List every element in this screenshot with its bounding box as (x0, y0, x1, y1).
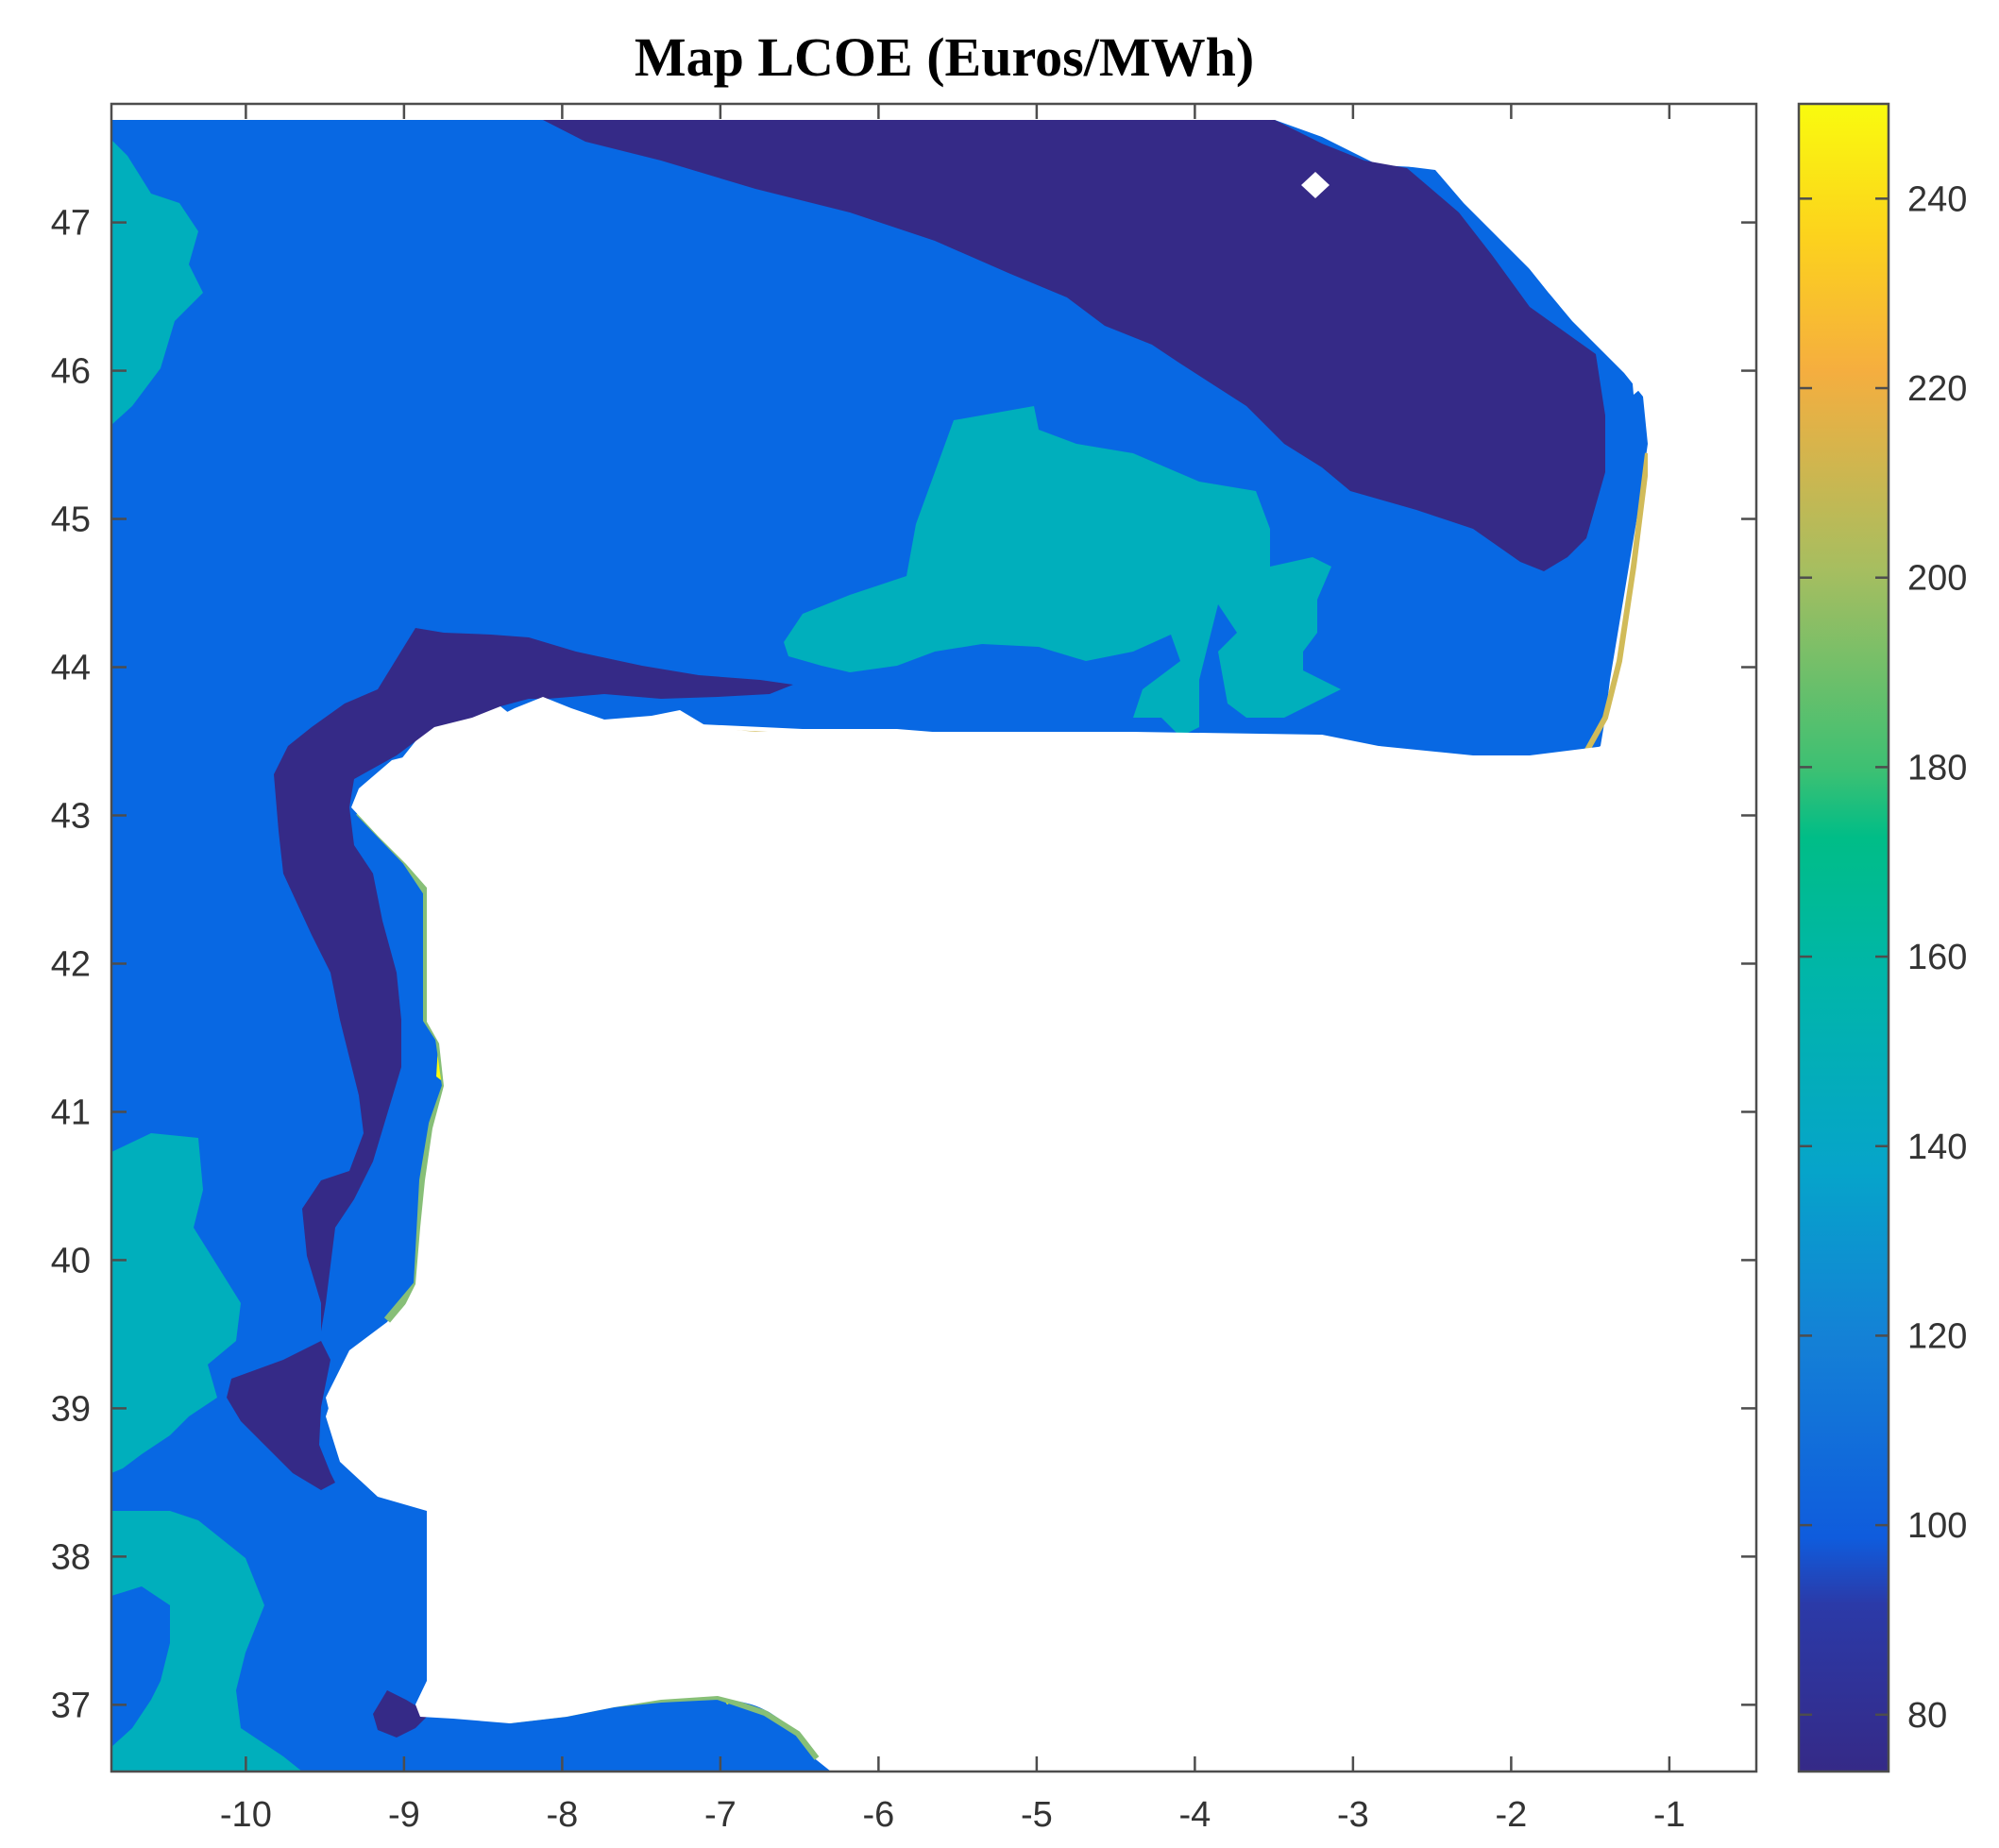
y-tick-label-4: 41 (51, 1093, 91, 1132)
colorbar-fill (1799, 104, 1889, 1772)
colorbar: 80 100 120 140 160 180 200 220 240 (1797, 102, 1967, 1773)
colorbar-ticks: 80 100 120 140 160 180 200 220 240 (1799, 179, 1967, 1736)
colorbar-tick-label-7: 220 (1907, 369, 1967, 409)
x-tick-label-3: -7 (704, 1795, 737, 1835)
colorbar-tick-label-4: 160 (1907, 938, 1967, 977)
x-tick-label-9: -1 (1653, 1795, 1686, 1835)
region-mid-cost-northwest (111, 140, 203, 425)
y-tick-label-8: 45 (51, 500, 91, 540)
x-tick-label-5: -5 (1021, 1795, 1053, 1835)
x-tick-label-0: -10 (220, 1795, 272, 1835)
region-mid-cost-central (784, 406, 1341, 737)
island-marker-2 (1632, 373, 1645, 395)
x-tick-label-8: -2 (1495, 1795, 1527, 1835)
colorbar-tick-label-3: 140 (1907, 1127, 1967, 1167)
x-tick-label-6: -4 (1178, 1795, 1211, 1835)
x-tick-label-2: -8 (546, 1795, 578, 1835)
region-mid-cost-south (111, 1511, 302, 1772)
region-lowest-cost-west (274, 628, 793, 1331)
y-tick-label-6: 43 (51, 796, 91, 836)
y-tick-label-3: 40 (51, 1241, 91, 1280)
plot-frame (110, 102, 1758, 1773)
y-tick-label-7: 44 (51, 649, 91, 688)
y-tick-label-9: 46 (51, 352, 91, 392)
chart-title: Map LCOE (Euros/MWh) (635, 26, 1254, 88)
x-axis-ticks: -10 -9 -8 -7 -6 -5 -4 -3 -2 -1 (220, 104, 1686, 1835)
colorbar-tick-label-1: 100 (1907, 1506, 1967, 1546)
region-lowest-cost-south (373, 1690, 430, 1738)
colorbar-frame (1797, 102, 1890, 1773)
colorbar-tick-label-2: 120 (1907, 1316, 1967, 1356)
x-tick-label-4: -6 (862, 1795, 894, 1835)
land-iberia (326, 567, 1756, 1772)
colorbar-tick-label-6: 200 (1907, 559, 1967, 599)
region-lowest-cost-north (543, 120, 1605, 571)
region-mid-cost-southwest (111, 1133, 241, 1473)
x-tick-label-7: -3 (1337, 1795, 1369, 1835)
colorbar-tick-label-5: 180 (1907, 748, 1967, 788)
colorbar-tick-label-8: 240 (1907, 179, 1967, 219)
island-marker (1301, 172, 1330, 198)
y-tick-label-1: 38 (51, 1537, 91, 1577)
land-france (1275, 111, 1756, 567)
region-lowest-cost-central-west (227, 1341, 335, 1490)
lcoe-map (111, 111, 1756, 1772)
colorbar-tick-label-0: 80 (1907, 1696, 1947, 1736)
y-tick-label-0: 37 (51, 1686, 91, 1725)
y-tick-label-5: 42 (51, 944, 91, 984)
y-axis-ticks: 37 38 39 40 41 42 43 44 45 46 47 (51, 204, 1756, 1725)
x-tick-label-1: -9 (388, 1795, 420, 1835)
y-tick-label-10: 47 (51, 204, 91, 244)
island-marker-3 (1719, 453, 1739, 477)
y-tick-label-2: 39 (51, 1389, 91, 1429)
